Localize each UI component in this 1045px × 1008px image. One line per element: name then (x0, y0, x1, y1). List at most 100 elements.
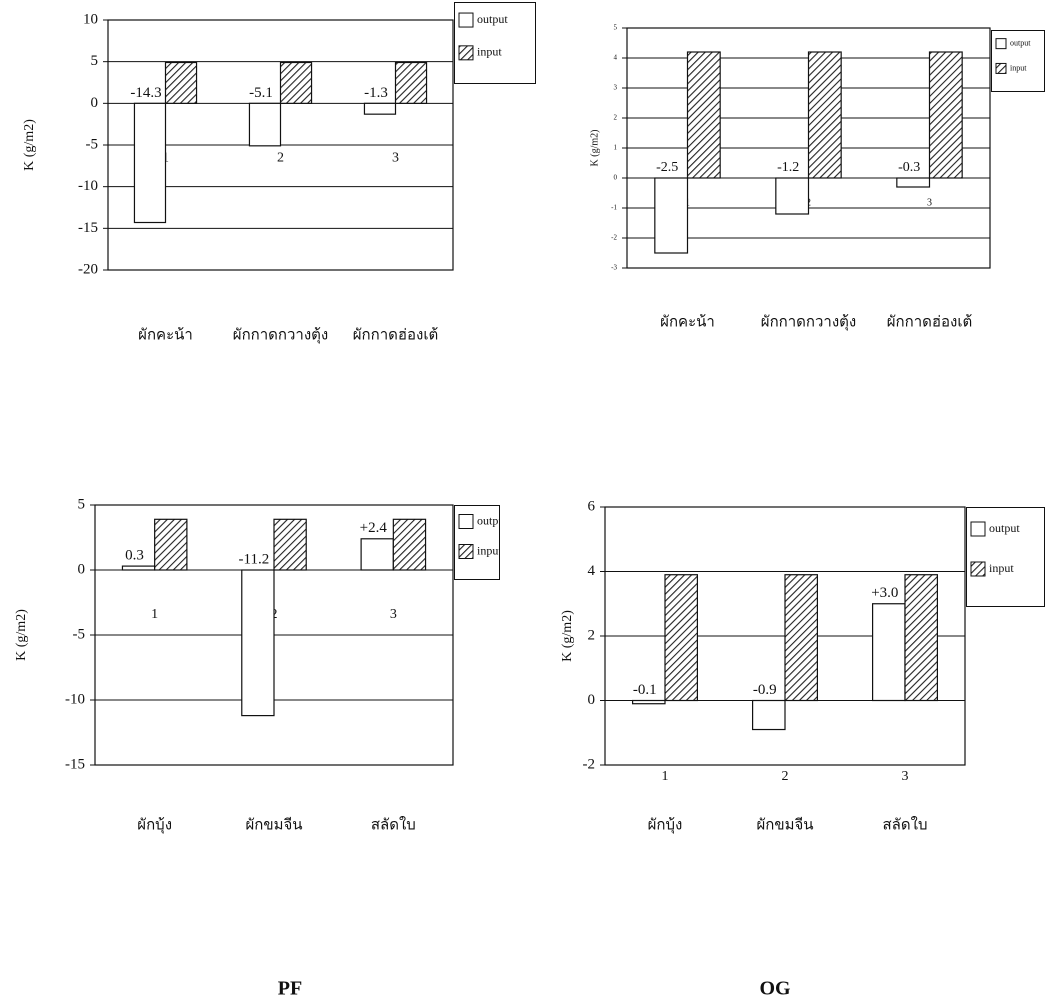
y-tick-label: 4 (614, 54, 618, 62)
x-tick-label: 1 (662, 769, 669, 784)
y-tick-label: 3 (614, 84, 618, 92)
y-axis-label: K (g/m2) (14, 609, 29, 661)
bar (905, 575, 937, 701)
category-name: ผักบุ้ง (648, 816, 683, 834)
y-tick-label: -10 (65, 691, 85, 707)
legend-swatch (459, 13, 473, 27)
data-label: -5.1 (249, 85, 273, 101)
x-tick-label: 2 (277, 151, 284, 166)
legend-swatch (971, 562, 985, 576)
y-tick-label: 0 (588, 692, 596, 708)
category-name: สลัดใบ (883, 815, 928, 833)
y-tick-label: 5 (614, 24, 618, 32)
legend-label: output (989, 521, 1020, 535)
data-label: -0.1 (633, 682, 657, 698)
bar (166, 63, 197, 104)
y-tick-label: -15 (78, 220, 98, 236)
legend: output input (992, 31, 1045, 92)
y-tick-label: -2 (611, 234, 617, 242)
category-name: ผักคะน้า (138, 326, 193, 343)
bar (930, 52, 963, 178)
y-tick-label: -3 (611, 264, 617, 272)
page: PF OG -20-15-10-50510K (g/m2)1ผักคะน้า-1… (0, 0, 1045, 1008)
legend-label: output (1010, 38, 1031, 47)
y-tick-label: 0 (614, 174, 618, 182)
y-tick-label: 4 (588, 563, 596, 579)
bar (242, 570, 274, 716)
bar (665, 575, 697, 701)
x-tick-label: 3 (392, 151, 399, 166)
legend-label: output (477, 513, 508, 527)
y-tick-label: 2 (614, 114, 618, 122)
bar (393, 519, 425, 570)
bar (155, 519, 187, 570)
data-label: -14.3 (130, 85, 161, 101)
y-tick-label: -20 (78, 261, 98, 277)
category-name: ผักบุ้ง (137, 816, 172, 834)
bar (655, 178, 688, 253)
bar (281, 63, 312, 104)
bar (776, 178, 809, 214)
legend-swatch (996, 39, 1006, 49)
y-tick-label: 1 (614, 144, 618, 152)
legend-swatch (459, 46, 473, 60)
data-label: -0.9 (753, 682, 777, 698)
legend-swatch (971, 522, 985, 536)
y-tick-label: 0 (78, 561, 86, 577)
bar (249, 103, 280, 146)
category-name: ผักขมจีน (756, 816, 813, 833)
data-label: 0.3 (125, 548, 144, 564)
x-tick-label: 3 (927, 197, 932, 208)
y-axis-label: K (g/m2) (589, 130, 600, 167)
bar (753, 701, 785, 730)
bar (361, 539, 393, 570)
y-tick-label: 2 (588, 627, 596, 643)
y-tick-label: 10 (83, 11, 98, 27)
bar (897, 178, 930, 187)
bar (633, 701, 665, 704)
y-tick-label: 0 (91, 95, 99, 111)
legend-label: input (477, 543, 502, 557)
category-name: ผักคะน้า (660, 313, 715, 330)
y-tick-label: 6 (588, 498, 596, 514)
legend: output input (455, 3, 536, 84)
legend: output input (967, 508, 1045, 607)
category-name: ผักขมจีน (245, 816, 302, 833)
legend-label: input (477, 45, 502, 59)
x-tick-label: 1 (151, 607, 158, 622)
y-tick-label: -5 (86, 136, 99, 152)
caption: OG (759, 978, 791, 1000)
data-label: +2.4 (360, 520, 388, 536)
category-name: ผักกาดฮ่องเต้ (887, 313, 972, 330)
legend-label: input (989, 561, 1014, 575)
legend-swatch (459, 515, 473, 529)
bar (122, 566, 154, 570)
data-label: -2.5 (656, 160, 678, 175)
legend-label: input (1010, 63, 1027, 72)
data-label: -1.3 (364, 85, 388, 101)
category-name: ผักกาดกวางตุ้ง (761, 313, 856, 331)
bar (785, 575, 817, 701)
bar (873, 604, 905, 701)
bar (809, 52, 842, 178)
data-label: -11.2 (239, 551, 270, 567)
category-name: ผักกาดกวางตุ้ง (233, 326, 328, 344)
y-tick-label: -1 (611, 204, 617, 212)
x-tick-label: 2 (782, 769, 789, 784)
legend-label: output (477, 12, 508, 26)
y-tick-label: -10 (78, 178, 98, 194)
y-tick-label: -15 (65, 756, 85, 772)
y-tick-label: 5 (78, 496, 86, 512)
y-tick-label: 5 (91, 53, 99, 69)
x-tick-label: 3 (390, 607, 397, 622)
bar (396, 63, 427, 104)
legend: output input (455, 506, 509, 580)
data-label: +3.0 (871, 585, 898, 601)
legend-swatch (459, 545, 473, 559)
bar (364, 103, 395, 114)
bar (274, 519, 306, 570)
y-axis-label: K (g/m2) (560, 610, 575, 662)
data-label: -0.3 (898, 160, 920, 175)
y-tick-label: -5 (73, 626, 86, 642)
bar (134, 103, 165, 222)
